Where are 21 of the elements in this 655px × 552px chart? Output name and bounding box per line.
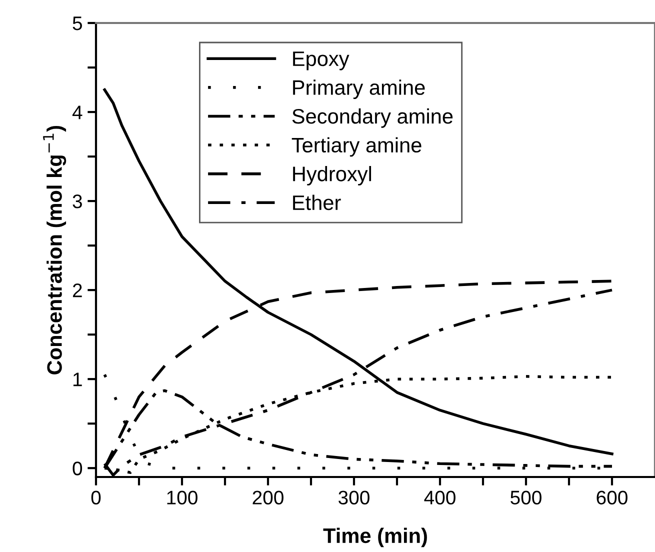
y-tick-label: 5 [72,16,82,30]
y-tick-label: 4 [72,106,82,120]
y-tick-label: 3 [72,194,82,208]
legend-label: Ether [293,194,341,210]
x-tick-label: 100 [167,490,198,504]
legend-label: Primary amine [293,80,425,100]
legend-label: Hydroxyl [293,166,372,186]
y-tick-label: 0 [72,462,82,476]
legend-label: Epoxy [293,52,350,70]
x-tick-label: 300 [338,490,370,504]
y-axis-title: Concentration (mol kg$^{−1}$) [43,126,66,374]
x-axis-title: Time (min) [323,528,427,548]
legend-label: Secondary amine [292,108,453,128]
legend-label: Tertiary amine [292,137,422,157]
x-tick-label: 400 [424,490,456,504]
y-tick-label: 1 [73,372,82,386]
x-tick-label: 200 [252,490,284,504]
x-tick-label: 500 [510,490,542,504]
x-tick-label: 0 [91,490,101,504]
y-tick-label: 2 [72,284,82,298]
x-tick-label: 600 [596,490,628,504]
